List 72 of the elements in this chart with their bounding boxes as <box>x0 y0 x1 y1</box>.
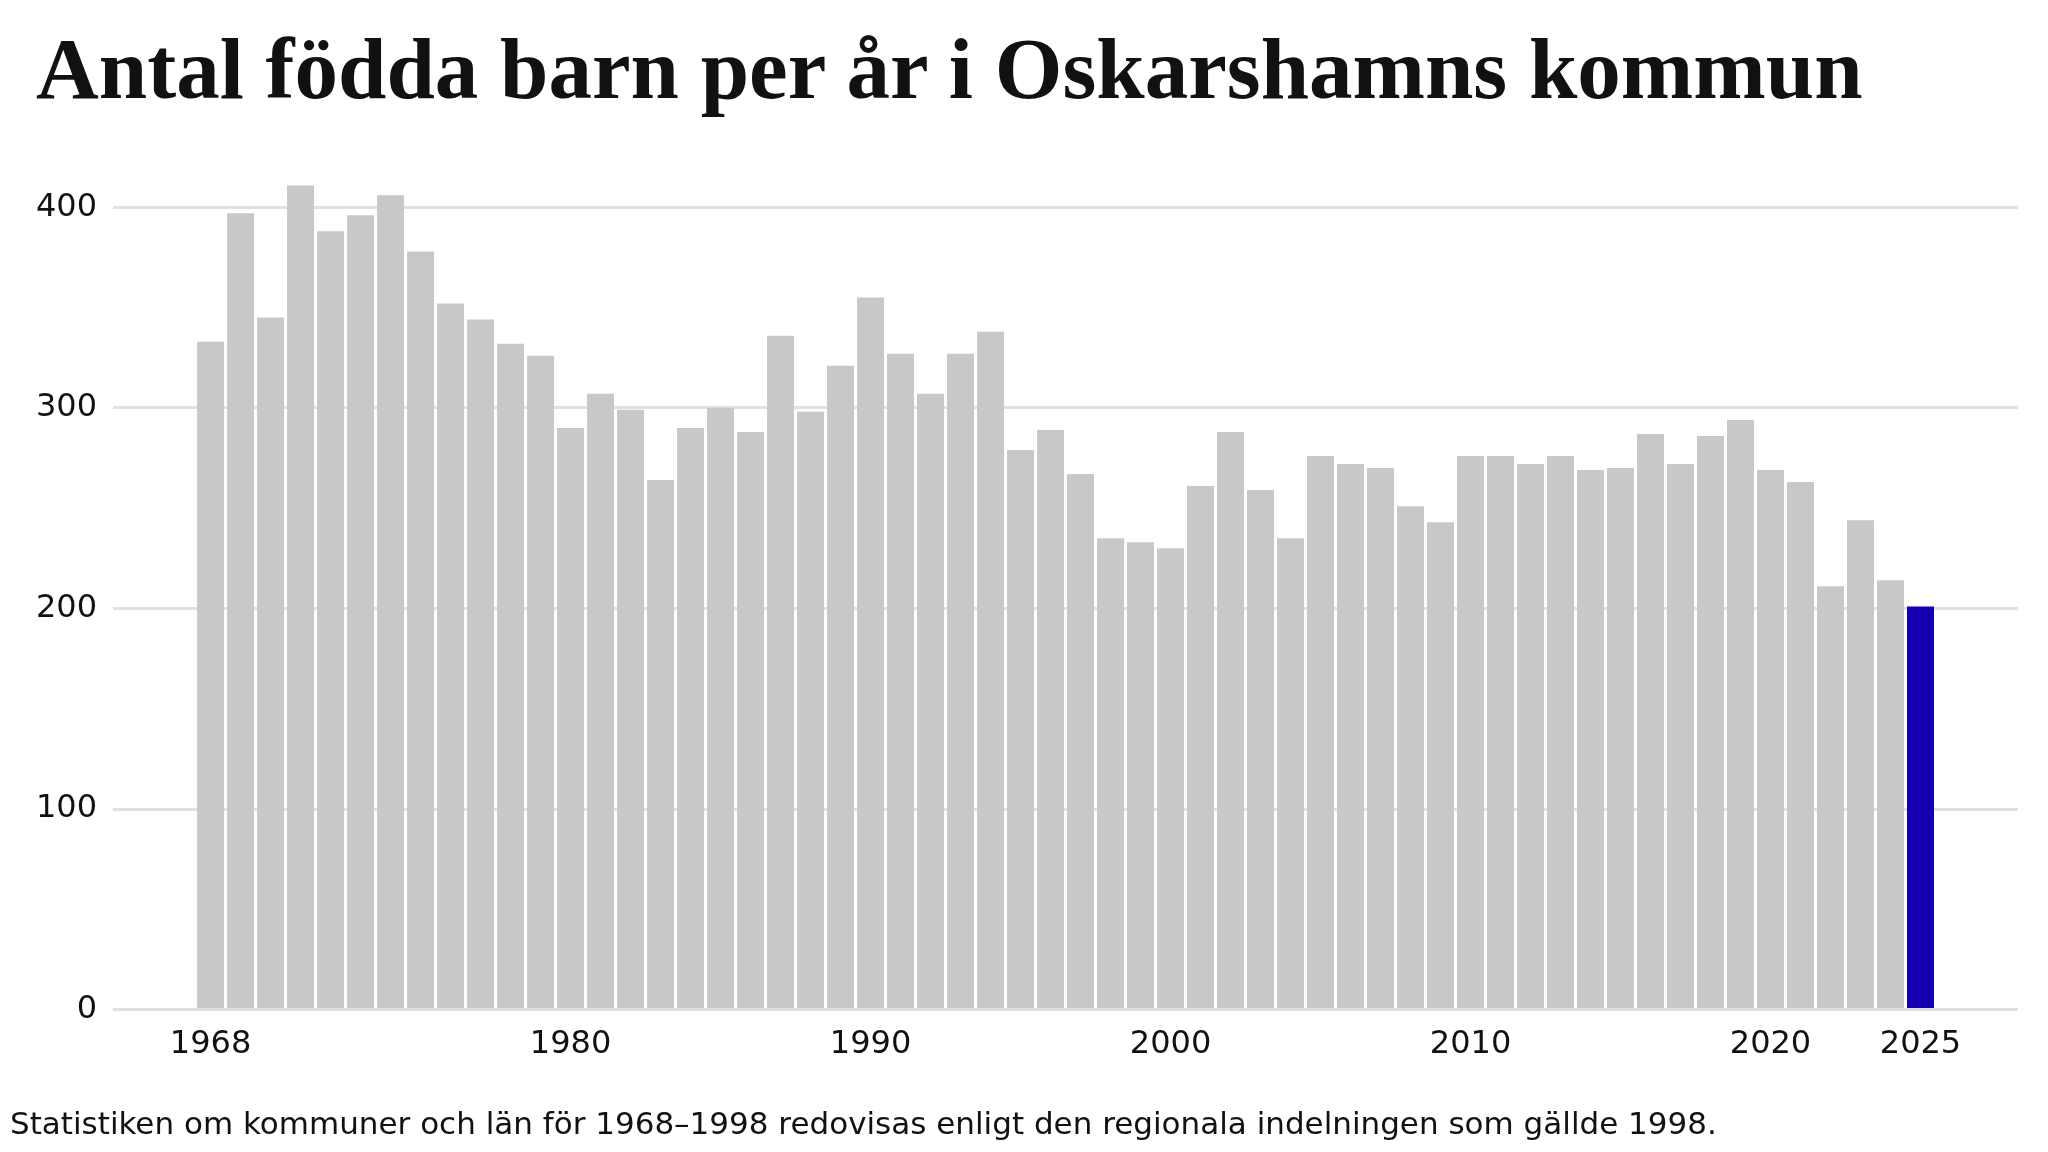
bar <box>677 427 705 1009</box>
bar <box>1247 490 1275 1009</box>
bar <box>437 303 465 1009</box>
chart-title: Antal födda barn per år i Oskarshamns kommun <box>36 19 1863 119</box>
bar <box>407 251 435 1009</box>
bar <box>377 195 405 1009</box>
bar <box>1427 522 1455 1009</box>
bar <box>1487 455 1515 1009</box>
bar <box>1667 464 1695 1009</box>
bar <box>257 317 285 1009</box>
bar <box>1187 486 1215 1009</box>
bar <box>827 365 855 1009</box>
bar <box>797 411 825 1009</box>
bar <box>467 319 495 1009</box>
bar <box>1607 468 1635 1009</box>
x-tick-label: 2010 <box>1429 1023 1512 1062</box>
bar <box>1877 580 1905 1009</box>
bar <box>557 427 585 1009</box>
bar <box>737 431 765 1009</box>
bar <box>1517 464 1545 1009</box>
x-tick-label: 2000 <box>1129 1023 1212 1062</box>
y-tick-label: 100 <box>36 787 98 826</box>
y-tick-label: 0 <box>76 987 98 1026</box>
bar <box>317 231 345 1009</box>
bar <box>857 297 885 1009</box>
bar <box>947 353 975 1009</box>
y-tick-label: 200 <box>36 586 98 625</box>
bar <box>1757 470 1785 1009</box>
y-tick-label: 400 <box>36 185 98 224</box>
bar <box>347 215 375 1009</box>
bar <box>767 335 795 1009</box>
bar <box>1697 435 1725 1009</box>
bar <box>1817 586 1845 1009</box>
bar <box>647 480 675 1009</box>
bar <box>887 353 915 1009</box>
bar <box>1397 506 1425 1009</box>
bar <box>617 409 645 1009</box>
bar <box>1067 474 1095 1009</box>
x-tick-label: 1980 <box>529 1023 612 1062</box>
bar <box>1307 455 1335 1009</box>
bar <box>227 213 255 1009</box>
bar <box>1547 455 1575 1009</box>
bar <box>1577 470 1605 1009</box>
bar <box>1367 468 1395 1009</box>
y-tick-label: 300 <box>36 386 98 425</box>
text: Statistiken om kommuner och län för 1968–1998 redovisas enligt den regionala indelningen som gällde 1998. <box>10 1105 1717 1141</box>
bar <box>1277 538 1305 1009</box>
bar <box>1007 449 1035 1009</box>
bar <box>527 355 555 1009</box>
x-tick-label: 2020 <box>1729 1023 1812 1062</box>
x-tick-label: 2025 <box>1879 1023 1962 1062</box>
bar <box>497 343 525 1009</box>
bar <box>707 407 735 1009</box>
bar <box>1457 455 1485 1009</box>
bar <box>197 341 225 1009</box>
bar <box>917 393 945 1009</box>
x-tick-label: 1968 <box>169 1023 252 1062</box>
bar <box>1127 542 1155 1009</box>
bar <box>1217 431 1245 1009</box>
bar <box>1787 482 1815 1009</box>
bar <box>1037 429 1065 1009</box>
bar <box>977 331 1005 1009</box>
bar <box>287 185 315 1009</box>
bar <box>1157 548 1185 1009</box>
x-tick-label: 1990 <box>829 1023 912 1062</box>
bar <box>1637 433 1665 1009</box>
bar <box>1337 464 1365 1009</box>
bar <box>1907 606 1934 1009</box>
bar <box>1847 520 1875 1009</box>
bar <box>587 393 615 1009</box>
bar <box>1727 419 1755 1009</box>
bar <box>1097 538 1125 1009</box>
